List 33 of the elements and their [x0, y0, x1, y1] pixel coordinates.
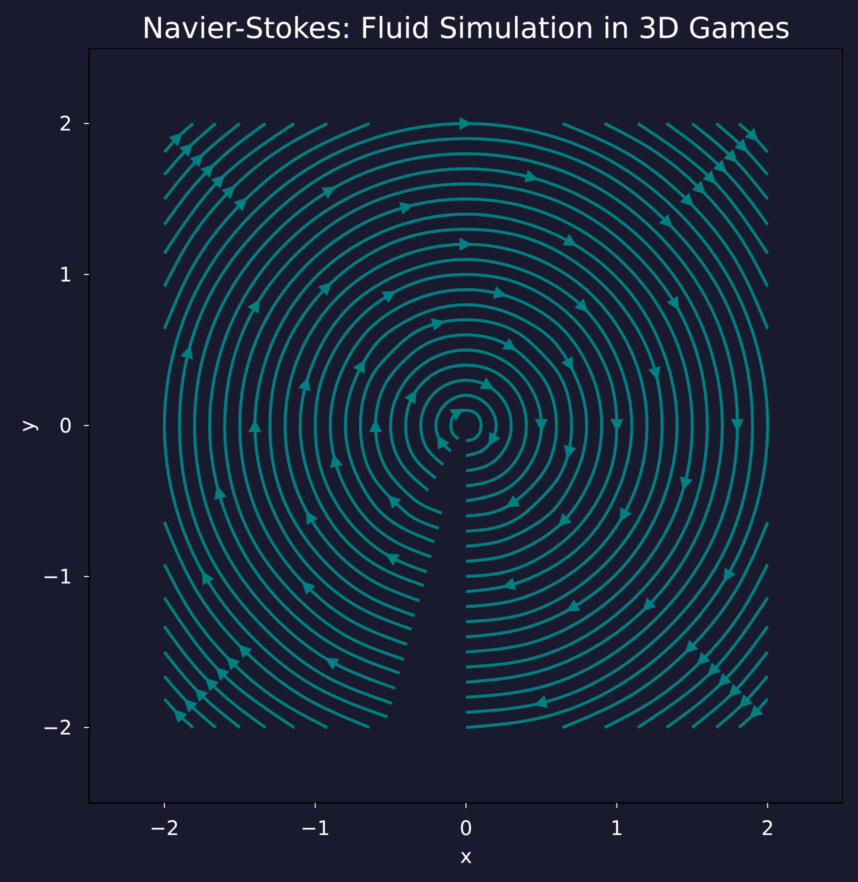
line-series	[636, 596, 770, 729]
x-axis-title: x	[459, 844, 473, 868]
x-tick-label: 1	[610, 816, 624, 840]
y-axis-title: y	[15, 420, 39, 432]
line-series	[162, 122, 296, 255]
line-series	[665, 624, 770, 729]
x-tick-label: 0	[460, 816, 472, 840]
line-series	[665, 122, 770, 226]
x-tick-label: −1	[300, 816, 330, 840]
x-tick-label: −2	[150, 816, 180, 840]
y-tick-label: −2	[42, 716, 72, 740]
x-tick-label: 2	[761, 816, 774, 840]
y-tick-label: 1	[59, 262, 72, 287]
line-series	[162, 520, 371, 729]
line-series	[561, 520, 770, 729]
line-series	[344, 303, 588, 548]
line-series	[162, 624, 267, 729]
line-series	[561, 122, 770, 330]
y-tick-label: 0	[59, 414, 72, 438]
line-series	[404, 364, 528, 488]
chart-title: Navier-Stokes: Fluid Simulation in 3D Games	[141, 11, 791, 45]
line-series	[449, 408, 483, 442]
line-series	[162, 122, 329, 288]
line-series	[603, 562, 770, 729]
line-series	[162, 562, 329, 729]
line-series	[162, 122, 267, 226]
line-series	[162, 122, 371, 330]
line-series	[603, 122, 770, 288]
y-tick-label: −1	[42, 564, 72, 589]
line-series	[636, 122, 770, 255]
y-tick-label: 2	[59, 112, 72, 136]
line-series	[298, 258, 634, 594]
line-series	[162, 596, 296, 729]
